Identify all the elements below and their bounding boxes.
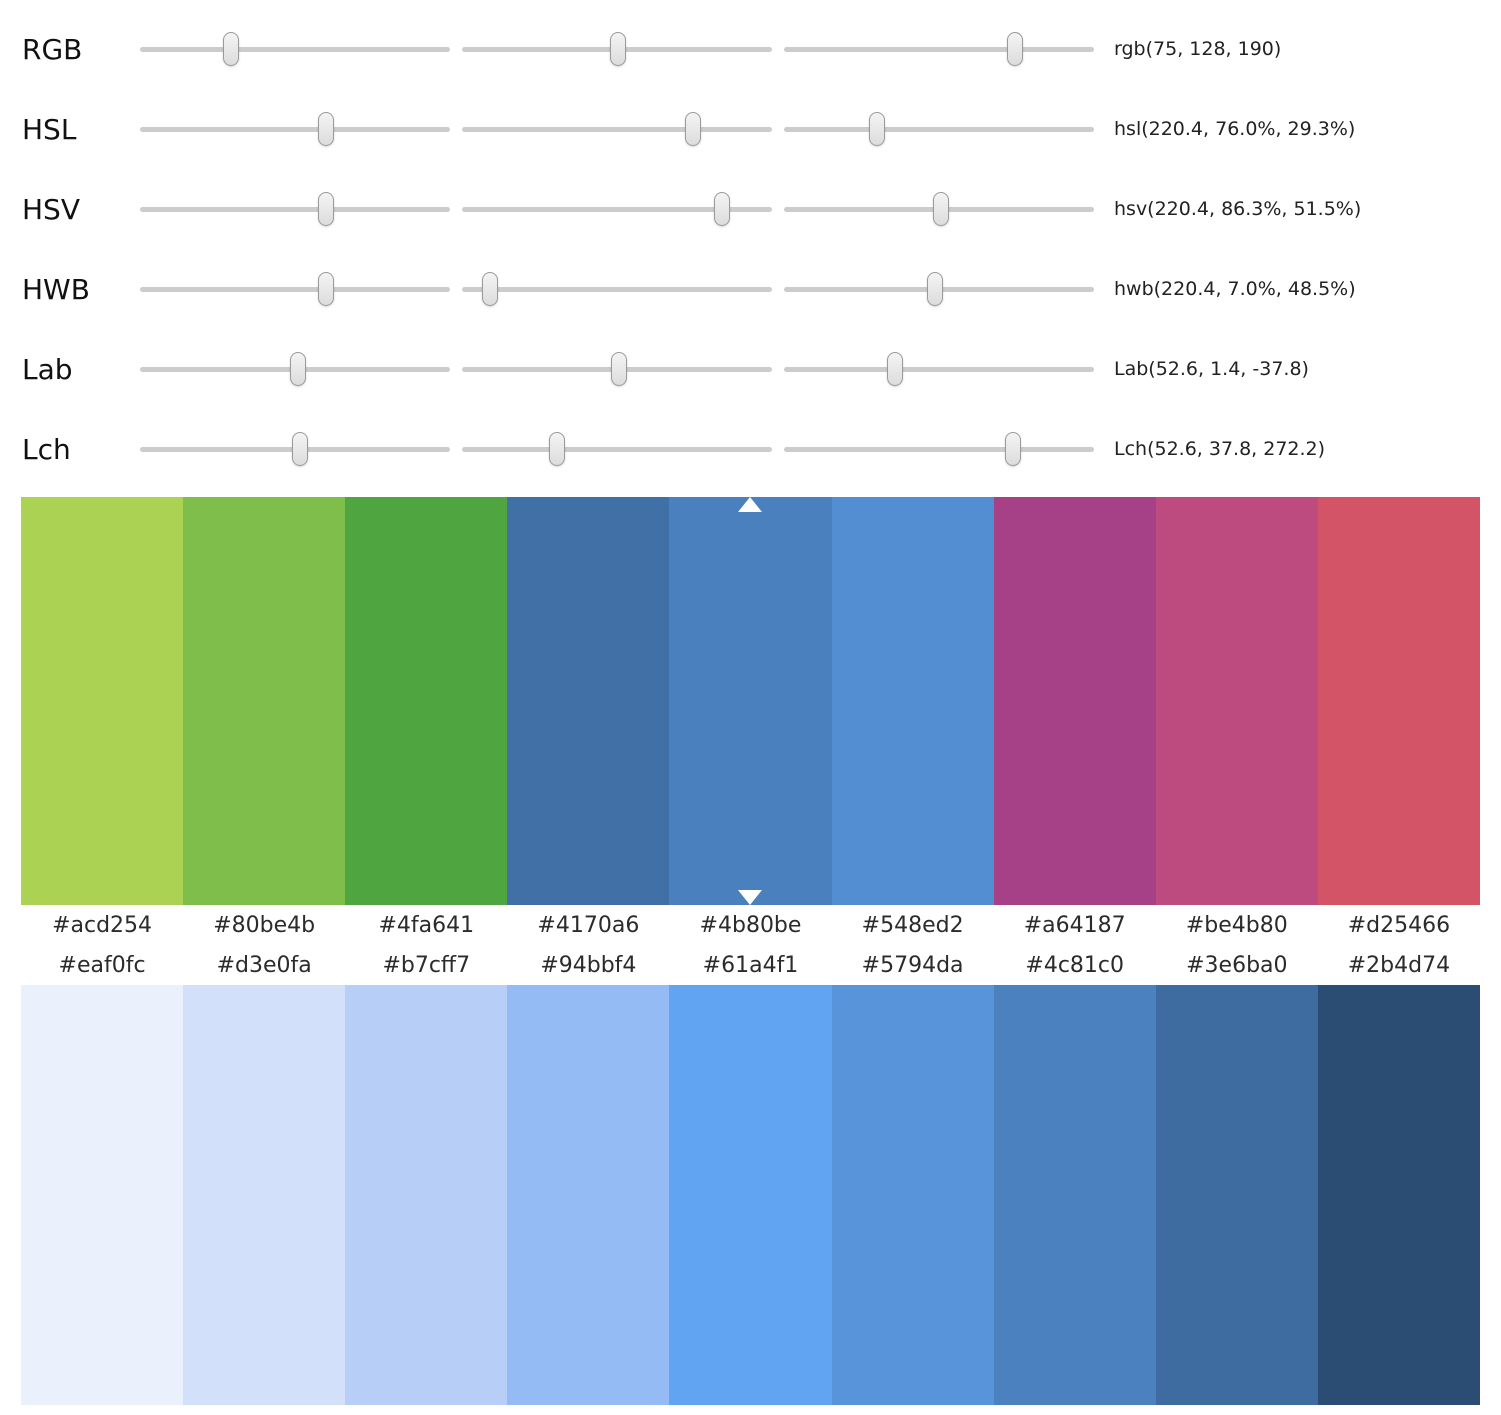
slider-row-hsl: HSL hsl(220.4, 76.0%, 29.3%) <box>0 89 1501 169</box>
hsv-row-label: HSV <box>22 192 80 226</box>
selected-color-caret-top <box>738 497 763 512</box>
hwb-row-label: HWB <box>22 272 90 306</box>
shade-hex-label-5: #61a4f1 <box>702 952 799 978</box>
hwb-value-readout: hwb(220.4, 7.0%, 48.5%) <box>1114 278 1356 300</box>
hue-hex-label-8: #be4b80 <box>1185 912 1288 938</box>
lch-slider-thumb-2[interactable] <box>548 432 565 466</box>
lab-slider-thumb-2[interactable] <box>610 352 627 386</box>
hwb-slider-track-1[interactable] <box>140 272 450 306</box>
hue-hex-label-7: #a64187 <box>1023 912 1126 938</box>
slider-row-lab: Lab Lab(52.6, 1.4, -37.8) <box>0 329 1501 409</box>
shade-swatch-8[interactable] <box>1155 985 1318 1405</box>
hue-swatch-3[interactable] <box>345 497 508 905</box>
lch-value-readout: Lch(52.6, 37.8, 272.2) <box>1114 438 1326 460</box>
shade-hex-label-2: #d3e0fa <box>216 952 312 978</box>
rgb-row-label: RGB <box>22 32 83 66</box>
shade-swatch-3[interactable] <box>345 985 508 1405</box>
hwb-slider-thumb-2[interactable] <box>481 272 498 306</box>
hsv-slider-track-1[interactable] <box>140 192 450 226</box>
hue-swatch-1[interactable] <box>21 497 184 905</box>
hue-swatch-7[interactable] <box>993 497 1156 905</box>
shade-swatch-2[interactable] <box>183 985 346 1405</box>
color-slider-panel: RGB rgb(75, 128, 190) HSL hsl(220.4, 76.0%,… <box>0 0 1501 489</box>
hsv-slider-thumb-1[interactable] <box>318 192 334 226</box>
hue-palette-strip <box>21 497 1480 905</box>
slider-row-rgb: RGB rgb(75, 128, 190) <box>0 9 1501 89</box>
hsl-slider-thumb-2[interactable] <box>684 112 701 146</box>
lch-slider-thumb-1[interactable] <box>291 432 308 466</box>
shade-hex-label-1: #eaf0fc <box>58 952 146 978</box>
hue-hex-label-9: #d25466 <box>1347 912 1451 938</box>
hue-hex-label-3: #4fa641 <box>378 912 475 938</box>
lch-slider-track-1[interactable] <box>140 432 450 466</box>
hsv-slider-thumb-3[interactable] <box>932 192 949 226</box>
hwb-slider-track-3[interactable] <box>784 272 1094 306</box>
hue-swatch-4[interactable] <box>507 497 670 905</box>
slider-row-hwb: HWB hwb(220.4, 7.0%, 48.5%) <box>0 249 1501 329</box>
hsv-slider-track-3[interactable] <box>784 192 1094 226</box>
rgb-slider-track-3[interactable] <box>784 32 1094 66</box>
hsv-slider-track-2[interactable] <box>462 192 772 226</box>
shade-hex-label-7: #4c81c0 <box>1025 952 1125 978</box>
rgb-slider-thumb-3[interactable] <box>1006 32 1023 66</box>
shade-hex-label-4: #94bbf4 <box>540 952 637 978</box>
selected-color-caret-bottom <box>738 890 763 905</box>
shade-swatch-5[interactable] <box>669 985 832 1405</box>
shade-swatch-4[interactable] <box>507 985 670 1405</box>
lch-slider-track-3[interactable] <box>784 432 1094 466</box>
shade-palette-strip <box>21 985 1480 1405</box>
lch-slider-thumb-3[interactable] <box>1005 432 1022 466</box>
hsl-row-label: HSL <box>22 112 77 146</box>
hsl-slider-thumb-3[interactable] <box>869 112 885 146</box>
hue-swatch-6[interactable] <box>831 497 994 905</box>
slider-row-lch: Lch Lch(52.6, 37.8, 272.2) <box>0 409 1501 489</box>
lab-slider-thumb-1[interactable] <box>290 352 307 386</box>
hue-hex-label-5: #4b80be <box>699 912 802 938</box>
hue-hex-label-2: #80be4b <box>213 912 316 938</box>
lab-slider-track-1[interactable] <box>140 352 450 386</box>
rgb-slider-thumb-2[interactable] <box>609 32 626 66</box>
rgb-slider-thumb-1[interactable] <box>223 32 240 66</box>
hue-swatch-2[interactable] <box>183 497 346 905</box>
hue-hex-label-1: #acd254 <box>52 912 153 938</box>
shade-swatch-6[interactable] <box>831 985 994 1405</box>
lab-value-readout: Lab(52.6, 1.4, -37.8) <box>1114 358 1309 380</box>
hue-swatch-5[interactable] <box>669 497 832 905</box>
shade-hex-label-6: #5794da <box>861 952 964 978</box>
lab-slider-track-3[interactable] <box>784 352 1094 386</box>
shade-hex-label-row: #eaf0fc #d3e0fa #b7cff7 #94bbf4 #61a4f1 #5794… <box>21 945 1480 985</box>
hwb-slider-thumb-1[interactable] <box>318 272 334 306</box>
lch-row-label: Lch <box>22 432 71 466</box>
shade-swatch-1[interactable] <box>21 985 184 1405</box>
rgb-slider-track-2[interactable] <box>462 32 772 66</box>
hue-swatch-8[interactable] <box>1155 497 1318 905</box>
hsl-slider-track-2[interactable] <box>462 112 772 146</box>
hsl-slider-thumb-1[interactable] <box>318 112 334 146</box>
shade-swatch-9[interactable] <box>1317 985 1480 1405</box>
shade-hex-label-3: #b7cff7 <box>382 952 471 978</box>
lab-row-label: Lab <box>22 352 73 386</box>
hsv-value-readout: hsv(220.4, 86.3%, 51.5%) <box>1114 198 1362 220</box>
rgb-value-readout: rgb(75, 128, 190) <box>1114 38 1282 60</box>
lab-slider-thumb-3[interactable] <box>886 352 903 386</box>
hue-hex-label-row: #acd254 #80be4b #4fa641 #4170a6 #4b80be #548e… <box>21 905 1480 945</box>
lch-slider-track-2[interactable] <box>462 432 772 466</box>
shade-hex-label-9: #2b4d74 <box>1347 952 1451 978</box>
shade-hex-label-8: #3e6ba0 <box>1186 952 1288 978</box>
hue-swatch-9[interactable] <box>1317 497 1480 905</box>
slider-row-hsv: HSV hsv(220.4, 86.3%, 51.5%) <box>0 169 1501 249</box>
hsl-slider-track-3[interactable] <box>784 112 1094 146</box>
hue-hex-label-4: #4170a6 <box>537 912 640 938</box>
shade-swatch-7[interactable] <box>993 985 1156 1405</box>
lab-slider-track-2[interactable] <box>462 352 772 386</box>
hsv-slider-thumb-2[interactable] <box>714 192 731 226</box>
hsl-slider-track-1[interactable] <box>140 112 450 146</box>
rgb-slider-track-1[interactable] <box>140 32 450 66</box>
hwb-slider-thumb-3[interactable] <box>926 272 943 306</box>
hwb-slider-track-2[interactable] <box>462 272 772 306</box>
hue-hex-label-6: #548ed2 <box>861 912 964 938</box>
hsl-value-readout: hsl(220.4, 76.0%, 29.3%) <box>1114 118 1356 140</box>
